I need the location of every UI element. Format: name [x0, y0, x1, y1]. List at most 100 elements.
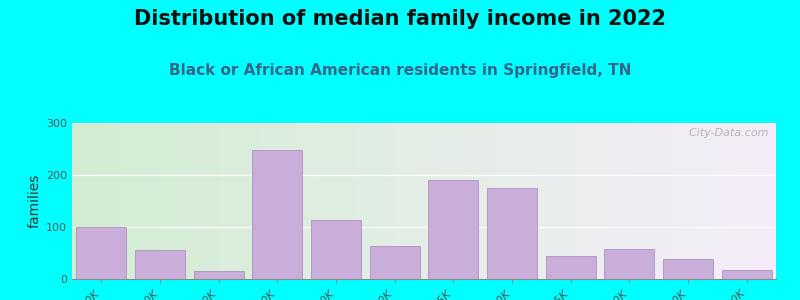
Bar [762, 123, 766, 279]
Bar [667, 123, 670, 279]
Bar [477, 123, 480, 279]
Bar [389, 123, 392, 279]
Bar [635, 123, 638, 279]
Bar [346, 123, 350, 279]
Bar [170, 123, 174, 279]
Bar [660, 123, 663, 279]
Bar [104, 123, 107, 279]
Bar [213, 123, 216, 279]
Bar [354, 123, 357, 279]
Bar [618, 123, 621, 279]
Bar [550, 123, 554, 279]
Bar [509, 123, 512, 279]
Bar [216, 123, 220, 279]
Bar [357, 123, 361, 279]
Bar [276, 123, 280, 279]
Bar [178, 123, 181, 279]
Bar [723, 123, 726, 279]
Bar [304, 123, 308, 279]
Bar [685, 123, 688, 279]
Bar [142, 123, 146, 279]
Bar [546, 256, 595, 279]
Text: Distribution of median family income in 2022: Distribution of median family income in … [134, 9, 666, 29]
Bar [431, 123, 434, 279]
Bar [251, 123, 255, 279]
Bar [663, 123, 667, 279]
Bar [301, 123, 304, 279]
Bar [167, 123, 170, 279]
Bar [738, 123, 741, 279]
Bar [698, 123, 702, 279]
Bar [97, 123, 100, 279]
Bar [769, 123, 773, 279]
Bar [371, 123, 374, 279]
Bar [406, 123, 410, 279]
Bar [194, 271, 243, 279]
Bar [122, 123, 125, 279]
Bar [368, 123, 371, 279]
Bar [424, 123, 427, 279]
Bar [118, 123, 122, 279]
Bar [339, 123, 343, 279]
Bar [290, 123, 294, 279]
Bar [308, 123, 311, 279]
Bar [350, 123, 354, 279]
Bar [234, 123, 238, 279]
Bar [498, 123, 502, 279]
Bar [565, 123, 568, 279]
Bar [192, 123, 195, 279]
Bar [695, 123, 698, 279]
Bar [132, 123, 135, 279]
Bar [678, 123, 681, 279]
Bar [628, 123, 632, 279]
Bar [459, 123, 462, 279]
Bar [157, 123, 160, 279]
Bar [674, 123, 678, 279]
Bar [653, 123, 656, 279]
Bar [326, 123, 329, 279]
Bar [174, 123, 178, 279]
Bar [663, 259, 713, 279]
Bar [150, 123, 153, 279]
Bar [273, 123, 276, 279]
Bar [445, 123, 449, 279]
Text: Black or African American residents in Springfield, TN: Black or African American residents in S… [169, 63, 631, 78]
Bar [311, 123, 315, 279]
Bar [361, 123, 364, 279]
Bar [614, 123, 618, 279]
Bar [487, 188, 537, 279]
Bar [82, 123, 86, 279]
Bar [253, 150, 302, 279]
Bar [766, 123, 769, 279]
Bar [135, 250, 185, 279]
Bar [452, 123, 456, 279]
Bar [681, 123, 685, 279]
Bar [751, 123, 755, 279]
Bar [210, 123, 213, 279]
Bar [590, 123, 593, 279]
Bar [702, 123, 706, 279]
Bar [72, 123, 75, 279]
Bar [558, 123, 562, 279]
Bar [722, 270, 771, 279]
Bar [597, 123, 600, 279]
Bar [298, 123, 301, 279]
Bar [248, 123, 251, 279]
Bar [93, 123, 97, 279]
Bar [494, 123, 498, 279]
Bar [392, 123, 396, 279]
Bar [153, 123, 157, 279]
Bar [593, 123, 597, 279]
Bar [484, 123, 487, 279]
Bar [185, 123, 188, 279]
Bar [530, 123, 533, 279]
Bar [195, 123, 198, 279]
Bar [283, 123, 286, 279]
Bar [181, 123, 185, 279]
Bar [238, 123, 241, 279]
Bar [625, 123, 628, 279]
Bar [414, 123, 417, 279]
Bar [90, 123, 93, 279]
Bar [421, 123, 424, 279]
Bar [77, 227, 126, 279]
